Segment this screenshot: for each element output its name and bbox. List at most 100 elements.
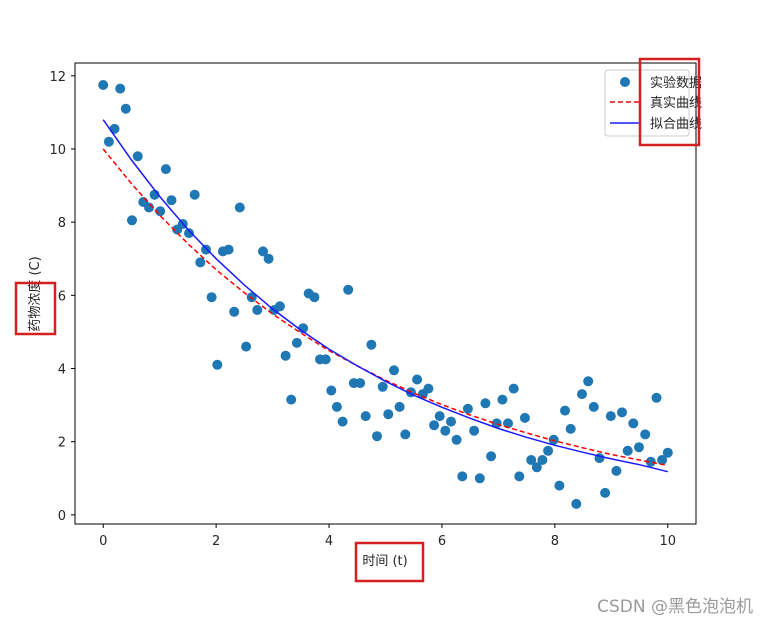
scatter-point (286, 394, 297, 405)
scatter-point (160, 164, 171, 175)
scatter-point (543, 445, 554, 456)
scatter-point (309, 292, 320, 303)
x-tick-label: 6 (438, 534, 446, 549)
scatter-point (383, 409, 394, 420)
scatter-point (440, 425, 451, 436)
x-tick-label: 0 (99, 534, 107, 549)
watermark: CSDN @黑色泡泡机 (597, 597, 753, 617)
scatter-point (531, 462, 542, 473)
scatter-point (628, 418, 639, 429)
scatter-point (372, 431, 382, 442)
scatter-point (343, 284, 354, 295)
scatter-point (184, 228, 194, 239)
true-curve-line (102, 148, 668, 467)
scatter-point (246, 292, 257, 303)
scatter-point (605, 411, 616, 422)
scatter-point (577, 389, 587, 400)
y-tick-label: 2 (58, 436, 66, 451)
scatter-point (258, 246, 268, 257)
y-tick-label: 8 (58, 216, 66, 231)
scatter-point (526, 455, 537, 465)
scatter-point (274, 301, 285, 312)
scatter-point (600, 487, 611, 498)
scatter-point (554, 480, 565, 491)
scatter-point (514, 471, 525, 482)
scatter-point (109, 123, 120, 134)
scatter-point (241, 341, 252, 352)
ticks-layer: 0 2 4 6 8 10 0 2 4 6 8 10 12 (49, 70, 676, 549)
scatter-point (469, 425, 480, 436)
scatter-point (98, 80, 109, 90)
scatter-point (263, 253, 274, 264)
scatter-point (394, 401, 405, 412)
scatter-point (423, 383, 434, 394)
scatter-point (229, 306, 240, 317)
y-label-highlight-box (14, 281, 57, 336)
scatter-point (588, 401, 599, 412)
scatter-point (331, 401, 342, 412)
legend-label-fit-curve: 拟合曲线 (650, 117, 702, 132)
scatter-point (508, 383, 519, 394)
scatter-point (662, 447, 673, 458)
scatter-point (480, 398, 491, 409)
plot-layer (98, 80, 673, 509)
scatter-point (120, 103, 131, 114)
scatter-point (212, 359, 223, 370)
scatter-point (201, 244, 211, 255)
scatter-point (486, 451, 497, 462)
scatter-point (103, 136, 114, 147)
y-tick-label: 0 (58, 509, 66, 524)
scatter-point (645, 456, 656, 467)
legend-marker-experiment (620, 77, 630, 87)
scatter-point (195, 257, 206, 268)
scatter-point (651, 392, 662, 403)
scatter-point (291, 337, 302, 348)
y-tick-label: 4 (58, 363, 66, 378)
scatter-point (206, 292, 217, 303)
legend-label-true-curve: 真实曲线 (650, 96, 702, 111)
scatter-point (491, 418, 502, 429)
scatter-point (474, 473, 485, 484)
x-label-highlight-box (354, 541, 425, 583)
scatter-point (355, 378, 366, 389)
legend: 实验数据 真实曲线 拟合曲线 (604, 69, 702, 137)
scatter-point (640, 429, 651, 440)
scatter-point (537, 455, 548, 465)
scatter-point (571, 498, 582, 509)
scatter-point (583, 376, 594, 387)
y-tick-label: 10 (49, 143, 66, 158)
y-axis-label: 药物浓度 (C) (27, 256, 43, 331)
scatter-point (326, 385, 337, 396)
scatter-point (337, 416, 348, 427)
scatter-point (451, 434, 462, 445)
y-tick-label: 12 (49, 70, 66, 85)
x-tick-label: 4 (325, 534, 333, 549)
scatter-point (657, 455, 668, 465)
scatter-point (234, 202, 245, 213)
scatter-point (389, 365, 399, 376)
scatter-point (223, 244, 234, 255)
scatter-point (611, 465, 622, 476)
scatter-point (622, 445, 633, 456)
x-tick-label: 2 (212, 534, 220, 549)
scatter-point (429, 420, 440, 431)
scatter-point (434, 411, 445, 422)
legend-label-experiment: 实验数据 (650, 75, 702, 91)
scatter-point (457, 471, 468, 482)
y-tick-label: 6 (58, 289, 66, 304)
scatter-point (519, 412, 530, 423)
scatter-point (377, 381, 388, 392)
scatter-point (400, 429, 411, 440)
fit-curve-line (102, 119, 668, 473)
legend-highlight-box (638, 57, 701, 147)
x-axis-label: 时间 (t) (362, 554, 407, 569)
scatter-point (412, 374, 423, 385)
scatter-point (497, 394, 508, 405)
scatter-point (560, 405, 570, 416)
scatter-point (252, 305, 263, 315)
scatter-point (280, 350, 291, 361)
x-tick-label: 10 (659, 534, 676, 549)
scatter-point (320, 354, 331, 365)
scatter-point (360, 411, 371, 422)
